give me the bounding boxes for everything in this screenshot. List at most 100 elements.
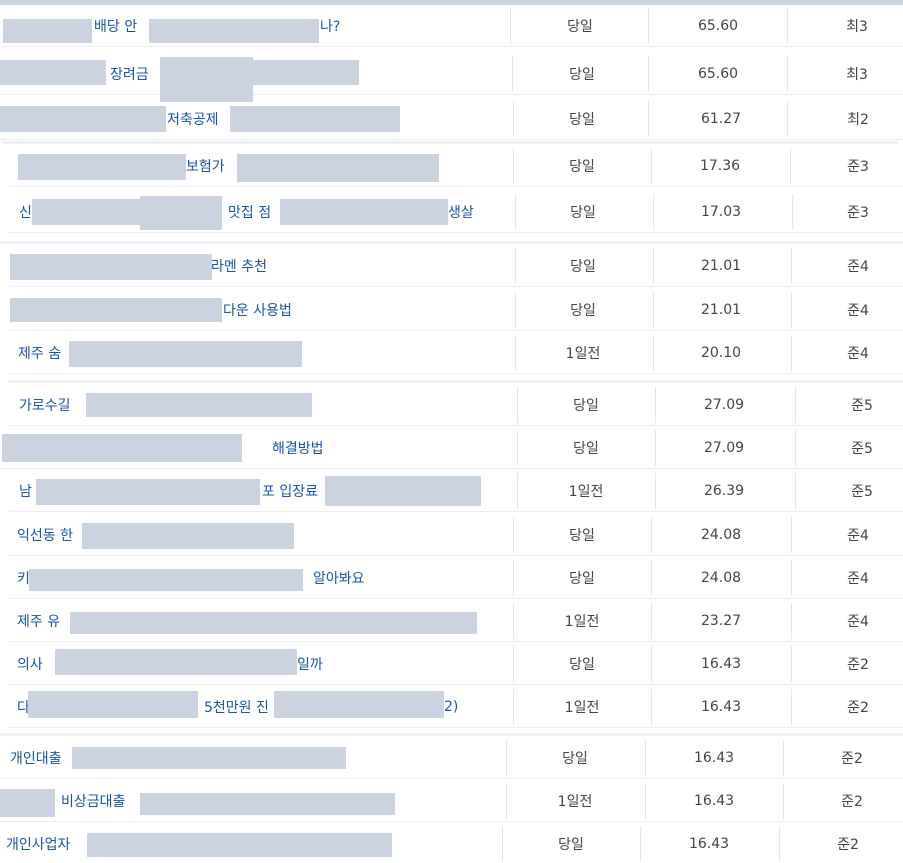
- column-divider: [517, 387, 518, 423]
- column-divider: [783, 783, 784, 819]
- post-title-link[interactable]: 신: [19, 205, 32, 221]
- column-divider: [787, 101, 788, 137]
- table-row[interactable]: 장려금 당일 65.60 최3: [0, 54, 903, 102]
- group-separator: [0, 241, 903, 244]
- column-divider: [512, 56, 513, 92]
- post-title-link[interactable]: 의사: [17, 657, 43, 673]
- table-row[interactable]: 개인사업자 당일 16.43 준2: [0, 824, 903, 863]
- post-title-link[interactable]: 장려금: [110, 67, 149, 83]
- group-separator: [8, 380, 903, 383]
- score-cell: 61.27: [700, 111, 742, 127]
- post-title-link[interactable]: 다: [17, 700, 30, 716]
- grade-cell: 최3: [846, 19, 868, 35]
- date-cell: 당일: [562, 751, 588, 767]
- post-title-link[interactable]: 익선동 한: [17, 528, 73, 544]
- grade-cell: 준4: [847, 614, 869, 630]
- column-divider: [787, 56, 788, 92]
- redaction-mask: [69, 341, 302, 367]
- score-cell: 65.60: [697, 18, 739, 34]
- redaction-mask: [72, 747, 346, 769]
- post-title-link[interactable]: 2): [444, 699, 459, 715]
- grade-cell: 준4: [847, 346, 869, 362]
- post-title-link[interactable]: 배당 안: [94, 19, 138, 35]
- score-cell: 21.01: [700, 258, 742, 274]
- score-cell: 21.01: [700, 302, 742, 318]
- post-title-link[interactable]: 개인사업자: [6, 837, 71, 853]
- table-row[interactable]: 보험가 당일 17.36 준3: [8, 146, 903, 187]
- table-row[interactable]: 남 포 입장료 1일전 26.39 준5: [8, 471, 903, 512]
- redaction-mask: [28, 691, 198, 718]
- score-cell: 26.39: [703, 483, 745, 499]
- column-divider: [791, 517, 792, 553]
- column-divider: [648, 101, 649, 137]
- redaction-mask: [2, 434, 242, 462]
- date-cell: 당일: [569, 159, 595, 175]
- post-title-link[interactable]: 남: [19, 484, 32, 500]
- grade-cell: 준4: [847, 571, 869, 587]
- table-row[interactable]: 키 알아봐요 당일 24.08 준4: [8, 558, 903, 599]
- grade-cell: 준5: [851, 484, 873, 500]
- table-row[interactable]: 해결방법 당일 27.09 준5: [0, 428, 903, 469]
- post-title-link[interactable]: 포 입장료: [262, 484, 318, 500]
- date-cell: 1일전: [557, 794, 593, 810]
- redaction-mask: [29, 569, 303, 591]
- group-separator: [3, 141, 898, 144]
- post-title-link[interactable]: 키: [17, 571, 30, 587]
- table-row[interactable]: 라멘 추천 당일 21.01 준4: [8, 246, 903, 287]
- date-cell: 당일: [569, 571, 595, 587]
- redaction-mask: [32, 199, 140, 225]
- column-divider: [517, 430, 518, 466]
- column-divider: [651, 603, 652, 639]
- table-row[interactable]: 가로수길 당일 27.09 준5: [8, 385, 903, 426]
- redaction-mask: [0, 789, 55, 817]
- column-divider: [506, 740, 507, 776]
- redaction-mask: [55, 649, 297, 675]
- post-title-link[interactable]: 비상금대출: [61, 794, 126, 810]
- redaction-mask: [10, 298, 222, 322]
- table-row[interactable]: 저축공제 당일 61.27 최2: [0, 99, 903, 140]
- table-row[interactable]: 개인대출 당일 16.43 준2: [0, 738, 903, 779]
- post-title-link[interactable]: 제주 숨: [18, 346, 62, 362]
- date-cell: 당일: [569, 528, 595, 544]
- redaction-mask: [140, 793, 395, 815]
- post-title-link[interactable]: 일까: [297, 657, 323, 673]
- post-title-link[interactable]: 알아봐요: [313, 571, 365, 587]
- post-title-link[interactable]: 개인대출: [10, 751, 62, 767]
- post-title-link[interactable]: 제주 유: [17, 614, 61, 630]
- score-cell: 20.10: [700, 345, 742, 361]
- post-title-link[interactable]: 가로수길: [19, 398, 71, 414]
- post-title-link[interactable]: 해결방법: [272, 441, 324, 457]
- post-title-link[interactable]: 맛집 점: [228, 205, 272, 221]
- post-title-link[interactable]: 5천만원 진: [204, 700, 269, 716]
- table-row[interactable]: 의사 일까 당일 16.43 준2: [8, 644, 903, 685]
- grade-cell: 준2: [837, 837, 859, 853]
- post-title-link[interactable]: 보험가: [186, 159, 225, 175]
- table-row[interactable]: 비상금대출 1일전 16.43 준2: [0, 781, 903, 822]
- post-title-link[interactable]: 다운 사용법: [223, 303, 292, 319]
- table-row[interactable]: 제주 숨 1일전 20.10 준4: [8, 333, 903, 374]
- redaction-mask: [325, 476, 481, 506]
- post-title-link[interactable]: 라멘 추천: [211, 259, 267, 275]
- table-row[interactable]: 다 5천만원 진 2) 1일전 16.43 준2: [8, 687, 903, 728]
- table-row[interactable]: 배당 안 나? 당일 65.60 최3: [0, 6, 903, 47]
- table-row[interactable]: 다운 사용법 당일 21.01 준4: [8, 290, 903, 331]
- date-cell: 당일: [573, 441, 599, 457]
- table-row[interactable]: 제주 유 1일전 23.27 준4: [8, 601, 903, 642]
- table-row[interactable]: 신 맛집 점 생살 당일 17.03 준3: [8, 192, 903, 233]
- column-divider: [791, 292, 792, 328]
- post-title-link[interactable]: 생살: [448, 205, 474, 221]
- date-cell: 당일: [570, 259, 596, 275]
- column-divider: [791, 560, 792, 596]
- grade-cell: 준5: [851, 398, 873, 414]
- score-cell: 16.43: [693, 750, 735, 766]
- score-cell: 65.60: [697, 66, 739, 82]
- score-cell: 24.08: [700, 570, 742, 586]
- post-title-link[interactable]: 저축공제: [167, 112, 219, 128]
- column-divider: [506, 783, 507, 819]
- table-row[interactable]: 익선동 한 당일 24.08 준4: [8, 515, 903, 556]
- post-title-link[interactable]: 나?: [320, 19, 341, 35]
- score-cell: 27.09: [703, 440, 745, 456]
- redaction-mask: [0, 60, 106, 85]
- group-separator: [0, 733, 903, 736]
- grade-cell: 준5: [851, 441, 873, 457]
